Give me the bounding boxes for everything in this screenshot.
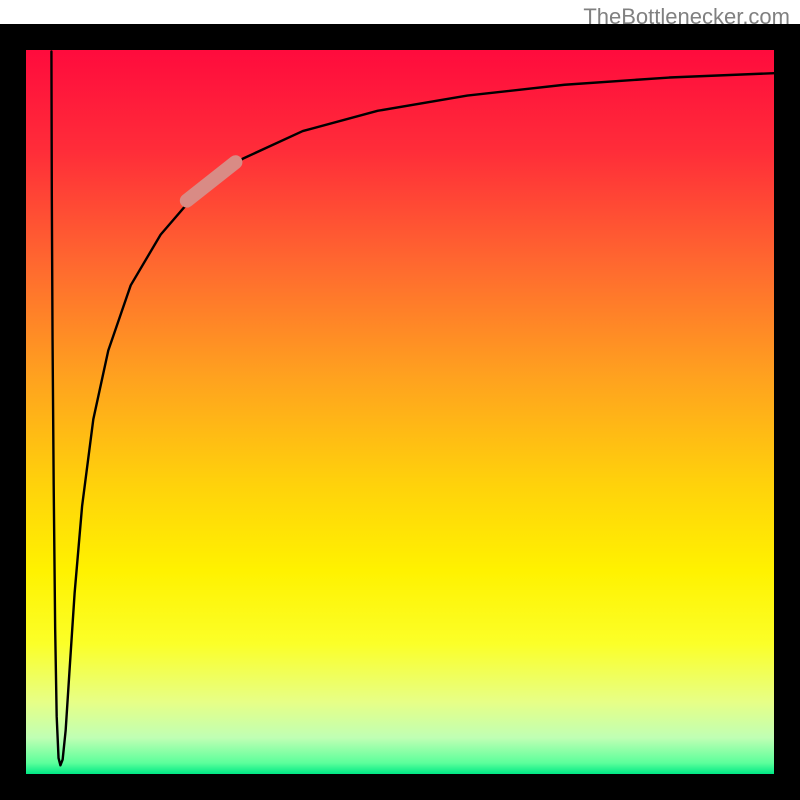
frame-right [774,24,800,800]
frame-left [0,24,26,800]
chart-svg [0,0,800,800]
plot-background [26,50,774,774]
frame-bottom [0,774,800,800]
chart-container: TheBottlenecker.com [0,0,800,800]
watermark-text: TheBottlenecker.com [583,4,790,30]
